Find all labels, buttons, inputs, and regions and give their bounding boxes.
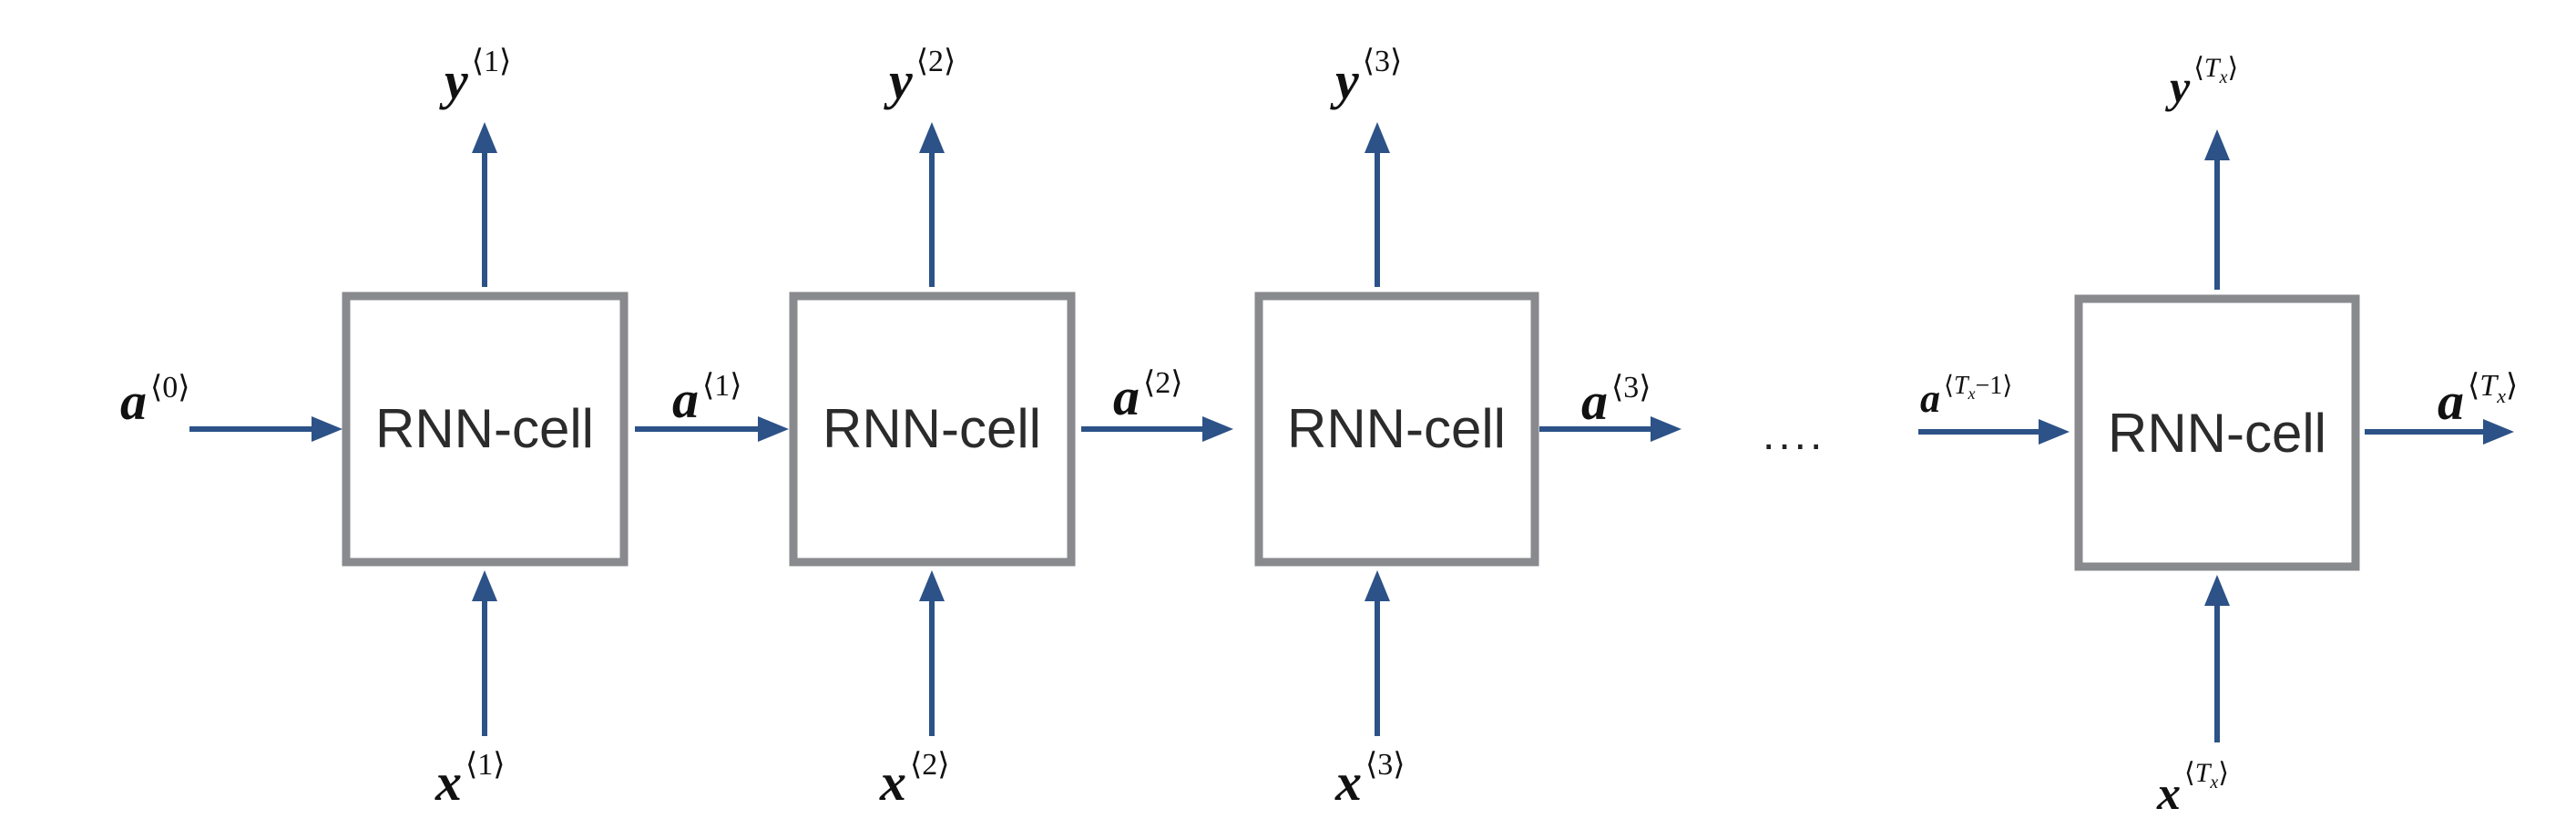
rnn-cell-4-label: RNN-cell (2108, 403, 2326, 464)
label-x3-rang: ⟩ (1393, 748, 1405, 782)
label-a-tx-minus-1-sub: x (1968, 384, 1976, 403)
rnn-cell-1: RNN-cell (342, 292, 629, 567)
label-a0-rang: ⟩ (178, 371, 189, 404)
rnn-cell-3: RNN-cell (1254, 292, 1539, 567)
label-y3: y ⟨3⟩ (1330, 45, 1402, 110)
label-y2-index: 2 (928, 45, 944, 78)
label-a3-index: 3 (1623, 371, 1639, 404)
label-y1-index: 1 (484, 45, 499, 78)
label-a-tx-rang: ⟩ (2506, 369, 2518, 403)
input-arrow-4 (2204, 575, 2230, 742)
label-x-tx-rang: ⟩ (2218, 758, 2229, 788)
rnn-cell-2: RNN-cell (789, 292, 1076, 567)
label-a0-lang: ⟨ (150, 371, 162, 404)
label-a3: a ⟨3⟩ (1581, 371, 1651, 431)
label-x2-rang: ⟩ (937, 748, 949, 782)
hidden-arrow-2 (1081, 416, 1233, 442)
hidden-arrow-0 (189, 416, 342, 442)
output-arrow-2 (919, 122, 945, 287)
label-x3: x ⟨3⟩ (1334, 748, 1406, 812)
label-y-tx-lang: ⟨ (2193, 53, 2204, 83)
label-a-tx-minus-1-base: a (1920, 376, 1940, 421)
rnn-cell-4: RNN-cell (2074, 294, 2360, 571)
label-a1-lang: ⟨ (702, 369, 714, 403)
label-a0: a ⟨0⟩ (120, 371, 190, 431)
input-arrow-2 (919, 570, 945, 736)
label-x2-index: 2 (922, 748, 937, 782)
label-a1-index: 1 (714, 369, 730, 403)
label-x2: x ⟨2⟩ (879, 748, 950, 812)
label-x-tx-T: T (2195, 758, 2213, 788)
label-a-tx-minus-1-rang: ⟩ (2002, 372, 2012, 400)
label-a0-index: 0 (162, 371, 178, 404)
label-a1-base: a (672, 370, 699, 429)
ellipsis: .... (1763, 411, 1825, 459)
label-x1-base: x (434, 752, 462, 812)
label-a-tx: a ⟨Tx⟩ (2438, 369, 2518, 431)
label-a-tx-T: T (2479, 369, 2499, 403)
label-y-tx-base: y (2165, 61, 2191, 112)
label-x1-lang: ⟨ (465, 748, 477, 782)
label-x-tx-sub: x (2209, 773, 2218, 793)
label-a-tx-base: a (2438, 372, 2464, 431)
input-arrow-1 (472, 570, 497, 736)
output-arrow-3 (1365, 122, 1390, 287)
input-arrow-3 (1365, 570, 1390, 736)
label-a1: a ⟨1⟩ (672, 369, 742, 429)
label-x2-lang: ⟨ (910, 748, 922, 782)
label-y1-base: y (439, 51, 468, 110)
rnn-cell-3-label: RNN-cell (1287, 398, 1506, 459)
label-a3-rang: ⟩ (1639, 371, 1651, 404)
label-y1: y ⟨1⟩ (439, 45, 511, 110)
label-y2: y ⟨2⟩ (884, 45, 956, 110)
rnn-cell-2-label: RNN-cell (823, 398, 1041, 459)
label-y-tx-sub: x (2219, 67, 2228, 87)
label-a-tx-minus-1-lang: ⟨ (1944, 372, 1954, 400)
label-a-tx-lang: ⟨ (2468, 369, 2479, 403)
label-a2: a ⟨2⟩ (1113, 366, 1183, 426)
label-x1-rang: ⟩ (493, 748, 505, 782)
label-y-tx-rang: ⟩ (2228, 53, 2239, 83)
label-a2-lang: ⟨ (1143, 366, 1155, 400)
label-y3-index: 3 (1375, 45, 1390, 78)
label-x-tx-base: x (2156, 768, 2181, 820)
label-x-tx-lang: ⟨ (2184, 758, 2195, 788)
label-y3-base: y (1330, 51, 1359, 110)
label-y1-rang: ⟩ (499, 45, 511, 78)
label-y-tx-T: T (2204, 53, 2222, 83)
label-a2-index: 2 (1155, 366, 1170, 400)
output-arrow-4 (2204, 129, 2230, 290)
rnn-cell-1-label: RNN-cell (375, 398, 594, 459)
label-x3-index: 3 (1377, 748, 1393, 782)
label-y3-lang: ⟨ (1363, 45, 1375, 78)
label-y1-lang: ⟨ (472, 45, 484, 78)
label-y3-rang: ⟩ (1390, 45, 1402, 78)
label-x-tx: x ⟨Tx⟩ (2156, 758, 2229, 820)
label-a-tx-minus-1-minus1: −1 (1976, 372, 2003, 400)
label-x1: x ⟨1⟩ (434, 748, 506, 812)
label-a-tx-minus-1-T: T (1954, 372, 1970, 400)
label-a-tx-sub: x (2496, 384, 2506, 407)
label-a3-lang: ⟨ (1611, 371, 1623, 404)
label-y2-base: y (884, 51, 913, 110)
output-arrow-1 (472, 122, 497, 287)
label-x2-base: x (879, 752, 906, 812)
label-y2-rang: ⟩ (944, 45, 956, 78)
label-y2-lang: ⟨ (916, 45, 928, 78)
hidden-arrow-tx (2365, 419, 2514, 445)
hidden-arrow-tx-minus-1 (1918, 419, 2070, 445)
label-x1-index: 1 (477, 748, 493, 782)
label-a2-base: a (1113, 367, 1140, 426)
label-y-tx: y ⟨Tx⟩ (2165, 53, 2238, 112)
label-x3-lang: ⟨ (1365, 748, 1377, 782)
label-a1-rang: ⟩ (730, 369, 741, 403)
label-a-tx-minus-1: a ⟨Tx−1⟩ (1920, 372, 2012, 421)
hidden-arrow-1 (635, 416, 789, 442)
label-x3-base: x (1334, 752, 1362, 812)
label-a2-rang: ⟩ (1170, 366, 1182, 400)
label-a0-base: a (120, 372, 147, 431)
label-a3-base: a (1581, 372, 1608, 431)
hidden-arrow-3 (1539, 416, 1682, 442)
